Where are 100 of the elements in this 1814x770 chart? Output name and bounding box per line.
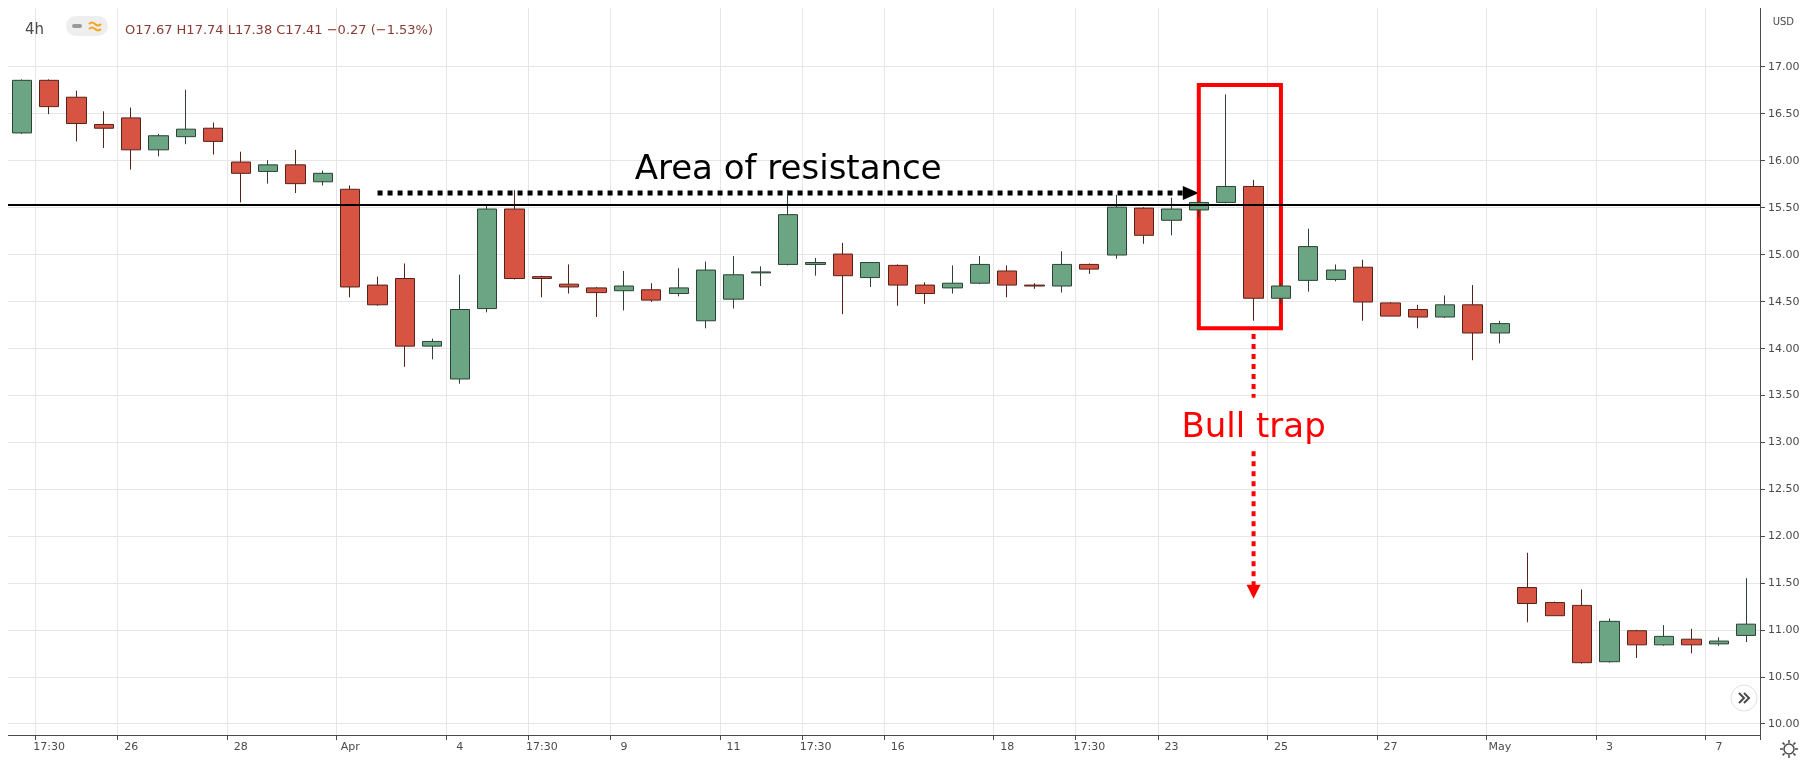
y-tick-label: 14.00	[1768, 341, 1800, 355]
candlestick	[1134, 206, 1154, 245]
candlestick	[1052, 250, 1072, 294]
annotation: Bull trap	[1181, 405, 1326, 446]
y-tick-label: 13.00	[1768, 435, 1800, 449]
x-tick-label: 3	[1605, 740, 1613, 753]
candlestick	[888, 263, 908, 307]
candlestick	[997, 264, 1017, 298]
text: O17.67 H17.74 L17.38 C17.41 −0.27 (−1.53%)	[125, 22, 434, 37]
text: 4h	[25, 19, 45, 38]
candlestick	[477, 203, 497, 313]
annotation: Area of resistance	[634, 146, 942, 187]
candlestick	[641, 282, 661, 303]
candlestick	[176, 89, 196, 145]
x-tick-label: 26	[124, 740, 139, 753]
y-tick-label: 13.50	[1768, 388, 1800, 402]
y-tick-label: 16.00	[1768, 153, 1800, 167]
y-tick-label: 10.50	[1768, 670, 1800, 684]
candlestick	[1572, 588, 1592, 665]
y-axis-title: USD	[1772, 15, 1795, 27]
x-tick-label: 17:30	[1073, 740, 1106, 753]
candlestick	[915, 281, 935, 305]
candlestick	[1599, 618, 1620, 664]
candlestick	[586, 286, 607, 318]
candlestick	[1545, 601, 1565, 617]
candlestick	[1435, 294, 1455, 319]
y-tick-label: 16.50	[1768, 106, 1800, 120]
candlestick	[751, 265, 771, 287]
candlestick	[340, 185, 360, 298]
candlestick	[39, 78, 59, 115]
candlestick	[1024, 282, 1045, 290]
x-tick-label: 27	[1383, 740, 1398, 753]
candlestick	[1271, 282, 1291, 305]
candlestick	[860, 262, 880, 288]
y-tick-label: 15.00	[1768, 247, 1800, 261]
candlestick	[1107, 194, 1127, 260]
candlestick	[805, 257, 826, 277]
candlestick	[1490, 320, 1510, 344]
candlestick	[1408, 304, 1428, 329]
x-tick-label: 4	[456, 740, 464, 753]
candlestick	[723, 255, 744, 310]
candlestick	[1654, 624, 1674, 647]
candlestick	[395, 262, 415, 368]
candlestick	[504, 189, 525, 280]
candlestick	[1216, 93, 1236, 204]
y-tick-label: 11.50	[1768, 576, 1800, 590]
x-tick-label: 17:30	[799, 740, 832, 753]
candlestick	[231, 151, 251, 203]
candlestick	[1681, 628, 1702, 654]
candlestick	[148, 133, 169, 157]
candlestick	[1709, 636, 1729, 647]
candlestick	[696, 261, 716, 329]
candlestick	[1298, 228, 1318, 293]
candlestick	[285, 149, 306, 194]
candlestick	[1326, 263, 1346, 282]
y-tick-label: 17.00	[1768, 59, 1800, 73]
x-tick-label: 18	[1000, 740, 1015, 753]
candlestick	[1736, 577, 1756, 643]
y-tick-label: 12.50	[1768, 482, 1800, 496]
x-tick-label: 16	[890, 740, 905, 753]
x-tick-label: 7	[1715, 740, 1723, 753]
y-tick-label: 15.50	[1768, 200, 1800, 214]
y-tick-label: 14.50	[1768, 294, 1800, 308]
candlestick	[367, 276, 388, 307]
x-tick-label: May	[1488, 740, 1512, 753]
candlestick	[833, 242, 853, 315]
candlestick	[1380, 301, 1401, 317]
candlestick	[1079, 262, 1099, 275]
candlestick	[258, 159, 278, 185]
x-tick-label: 17:30	[33, 740, 65, 753]
candlestick	[778, 189, 798, 266]
x-tick-label: 17:30	[525, 740, 558, 753]
candlestick	[669, 267, 689, 297]
candlestick	[614, 270, 634, 311]
candlestick	[422, 338, 442, 360]
x-tick-label: Apr	[340, 740, 361, 753]
candlestick	[313, 169, 333, 187]
x-tick-label: 25	[1273, 740, 1288, 753]
candlestick	[1517, 552, 1537, 623]
x-tick-label: 9	[620, 740, 628, 753]
candlestick	[1462, 284, 1483, 361]
candlestick	[203, 122, 223, 156]
candlestick	[1353, 259, 1373, 322]
candlestick	[1243, 179, 1264, 322]
x-tick-label: 23	[1164, 740, 1179, 753]
candlestick	[1161, 197, 1182, 236]
candlestick	[66, 90, 87, 142]
x-tick-label: 11	[726, 740, 741, 753]
y-tick-label: 12.00	[1768, 529, 1800, 543]
candlestick	[1627, 629, 1647, 659]
x-tick-label: 28	[233, 740, 248, 753]
candlestick	[121, 107, 141, 171]
y-tick-label: 10.00	[1768, 717, 1800, 731]
candlestick	[559, 263, 579, 295]
y-tick-label: 11.00	[1768, 623, 1800, 637]
candlestick	[12, 78, 32, 135]
candlestick	[94, 110, 114, 149]
candlestick	[532, 275, 552, 298]
candlestick	[450, 274, 470, 385]
candlestick	[970, 255, 990, 285]
